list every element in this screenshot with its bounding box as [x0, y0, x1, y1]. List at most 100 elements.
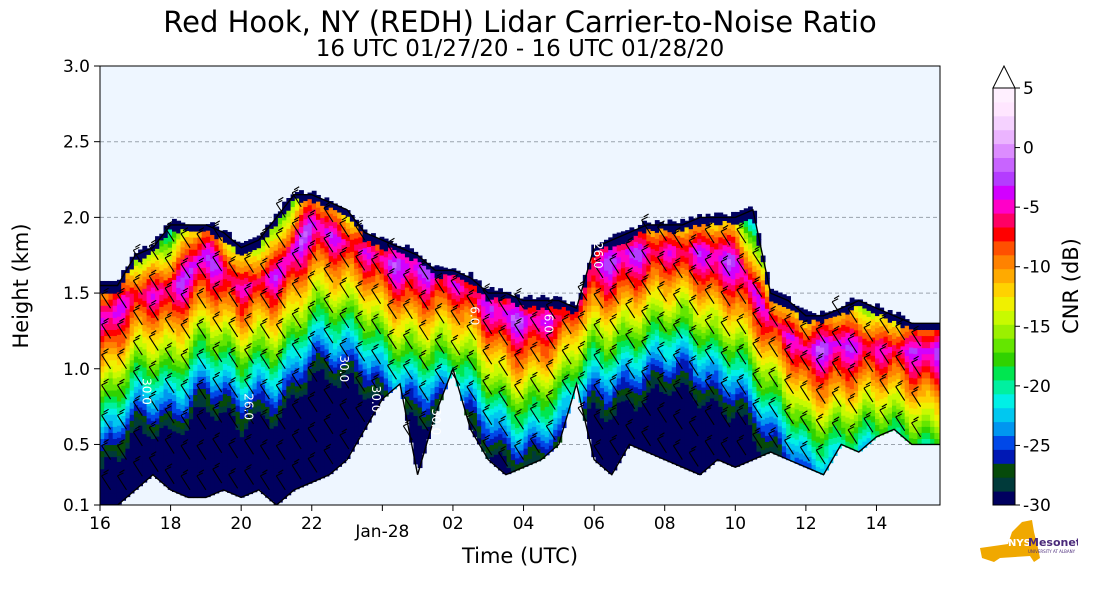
cnr-cell — [358, 303, 364, 311]
cnr-cell — [515, 427, 520, 435]
cnr-cell — [506, 443, 512, 450]
cnr-cell — [172, 448, 177, 456]
cnr-cell — [108, 389, 114, 397]
cnr-cell — [612, 288, 618, 295]
cnr-cell — [188, 491, 194, 499]
cnr-cell — [472, 412, 478, 420]
cnr-cell — [235, 429, 241, 436]
cnr-cell — [172, 285, 177, 293]
cnr-cell — [404, 293, 410, 300]
cnr-cell — [205, 333, 211, 340]
cnr-cell — [133, 313, 139, 321]
cnr-cell — [523, 417, 529, 425]
cnr-cell — [269, 415, 275, 423]
cnr-cell — [379, 279, 385, 286]
cnr-cell — [290, 315, 296, 323]
cnr-cell — [231, 463, 237, 471]
cnr-cell — [320, 229, 326, 237]
cnr-cell — [599, 375, 605, 383]
cnr-cell — [582, 341, 588, 349]
cnr-cell — [366, 319, 372, 326]
cnr-cell — [565, 303, 571, 311]
cnr-cell — [197, 485, 203, 492]
cnr-cell — [286, 458, 292, 466]
cnr-cell — [121, 282, 127, 289]
cnr-cell — [366, 264, 372, 272]
cnr-cell — [612, 239, 618, 247]
cnr-cell — [188, 376, 194, 383]
cnr-cell — [570, 331, 575, 339]
cnr-cell — [222, 296, 228, 304]
cnr-cell — [371, 354, 376, 361]
cnr-cell — [146, 399, 152, 407]
cnr-cell — [671, 239, 677, 247]
cnr-cell — [184, 327, 190, 334]
cnr-cell — [616, 341, 622, 349]
cnr-cell — [265, 363, 271, 371]
cnr-cell — [260, 420, 266, 428]
cnr-cell — [227, 486, 232, 493]
cnr-cell — [680, 352, 686, 359]
cnr-cell — [667, 395, 673, 402]
cnr-cell — [273, 449, 279, 457]
cnr-cell — [515, 451, 520, 459]
cnr-cell — [121, 312, 127, 320]
cnr-cell — [379, 321, 385, 329]
cnr-cell — [481, 402, 487, 410]
cnr-cell — [362, 253, 368, 261]
cnr-cell — [532, 377, 537, 385]
cnr-cell — [104, 383, 110, 391]
cnr-cell — [307, 265, 313, 272]
cnr-cell — [604, 379, 609, 386]
cnr-cell — [180, 277, 186, 284]
cnr-cell — [468, 271, 474, 279]
cnr-cell — [282, 316, 287, 324]
cnr-cell — [481, 432, 487, 440]
cnr-cell — [299, 347, 304, 355]
cnr-cell — [481, 299, 487, 307]
cnr-cell — [180, 386, 186, 393]
cnr-cell — [404, 396, 410, 403]
cnr-cell — [125, 490, 131, 498]
cnr-cell — [476, 346, 482, 354]
cnr-cell — [625, 435, 631, 443]
cnr-cell — [548, 390, 554, 398]
cnr-cell — [476, 292, 482, 300]
cnr-cell — [277, 380, 283, 388]
cnr-cell — [248, 336, 254, 343]
cnr-cell — [684, 287, 690, 294]
cnr-cell — [146, 278, 152, 286]
cnr-cell — [519, 371, 525, 378]
cnr-cell — [248, 360, 254, 367]
cnr-cell — [620, 340, 626, 347]
cnr-cell — [260, 354, 266, 361]
cnr-cell — [218, 460, 224, 468]
cnr-cell — [210, 422, 215, 429]
cnr-cell — [159, 330, 165, 338]
cnr-cell — [413, 257, 419, 265]
cnr-cell — [523, 393, 529, 401]
cnr-cell — [629, 409, 635, 416]
cnr-cell — [235, 489, 241, 497]
cnr-cell — [307, 386, 313, 393]
cnr-cell — [650, 393, 656, 401]
cnr-cell — [269, 264, 275, 272]
cnr-cell — [426, 396, 431, 403]
cnr-cell — [129, 414, 135, 421]
cnr-cell — [252, 243, 258, 251]
cnr-cell — [620, 376, 626, 384]
cnr-cell — [565, 400, 571, 408]
cnr-cell — [210, 343, 215, 350]
cnr-cell — [286, 307, 292, 314]
cnr-cell — [299, 438, 304, 446]
cnr-cell — [188, 224, 194, 232]
cnr-cell — [404, 323, 410, 330]
cnr-cell — [667, 419, 673, 426]
cnr-cell — [612, 360, 618, 368]
cnr-cell — [591, 408, 597, 415]
cnr-cell — [256, 308, 262, 315]
cnr-cell — [163, 243, 169, 251]
cnr-cell — [591, 341, 597, 349]
cnr-cell — [620, 334, 626, 341]
cnr-cell — [332, 409, 338, 416]
